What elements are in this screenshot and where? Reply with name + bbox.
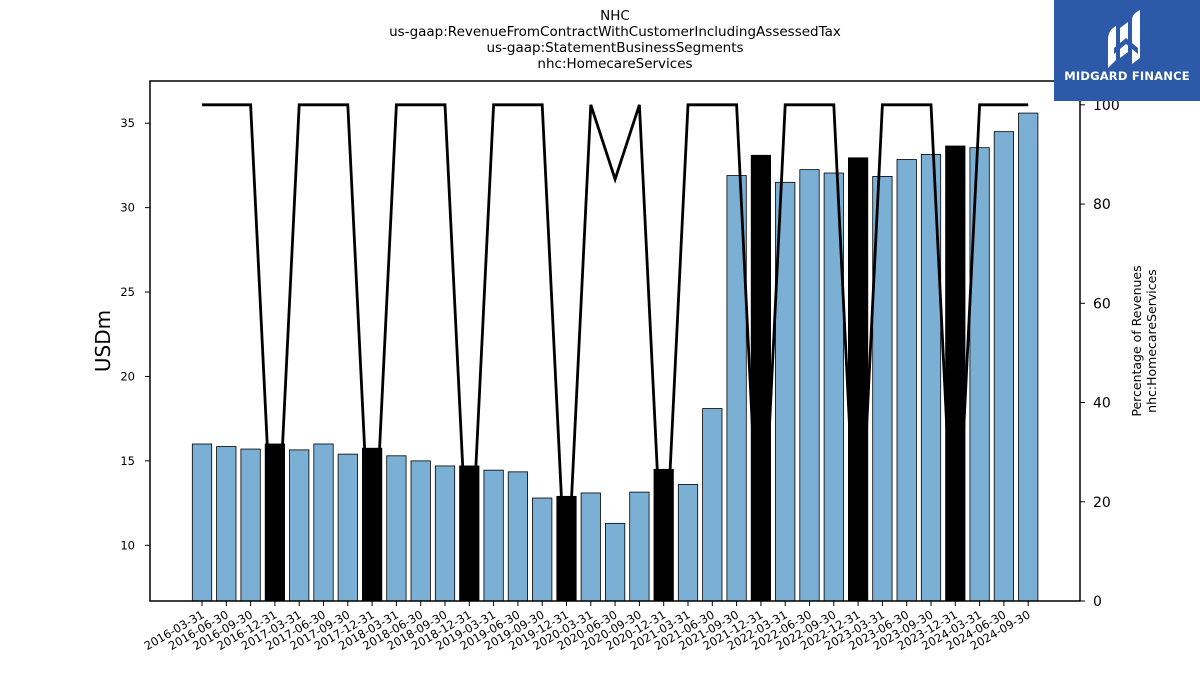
title-line: us-gaap:StatementBusinessSegments [486,40,743,56]
y2-axis-label: Percentage of Revenues [1129,265,1144,416]
title-line: us-gaap:RevenueFromContractWithCustomerI… [389,24,841,40]
y2-tick-label: 20 [1093,495,1111,511]
bar [702,408,723,602]
bar [605,522,626,602]
logo-text: MIDGARD FINANCE [1064,69,1190,83]
percentage-line [202,103,1029,602]
bar [289,449,310,602]
bar [1018,112,1039,602]
y2-tick-label: 40 [1093,396,1111,412]
y2-tick-label: 0 [1093,594,1102,610]
bar [629,491,650,602]
bar [216,446,237,602]
bar [386,455,407,602]
bar [677,484,699,602]
bar-series [191,112,1039,602]
y2-tick-label: 60 [1093,296,1111,312]
logo-mark-icon [1108,10,1140,68]
percentage-line-series [202,103,1029,602]
title-line: nhc:HomecareServices [537,56,692,72]
y-tick-label: 35 [120,116,135,130]
y2-axis-label: nhc:HomecareServices [1144,269,1159,413]
bar [507,471,529,602]
chart-title: NHCus-gaap:RevenueFromContractWithCustom… [389,8,841,72]
bar [945,145,966,602]
bar [993,131,1015,602]
y-tick-label: 15 [120,454,135,468]
bar [483,469,504,602]
y-tick-label: 30 [120,201,135,215]
midgard-finance-logo: MIDGARD FINANCE [1054,0,1200,101]
chart-axes: 1015202530350204060801002016-03-312016-0… [91,80,1159,653]
bar [580,492,601,602]
bar [240,448,261,602]
bar [799,169,820,602]
bar [313,443,334,602]
y-axis-label: USDm [91,310,115,372]
y-tick-label: 25 [120,285,135,299]
bar [532,497,553,602]
bar [848,157,869,602]
bar [410,460,431,602]
bar [896,159,917,602]
bar [337,453,358,602]
bar [434,465,456,602]
bar [750,154,772,602]
y2-tick-label: 100 [1093,98,1120,114]
y2-tick-label: 80 [1093,197,1111,213]
y-tick-label: 10 [120,538,135,552]
bar [191,443,213,602]
y-tick-label: 20 [120,369,135,383]
title-line: NHC [600,8,630,24]
